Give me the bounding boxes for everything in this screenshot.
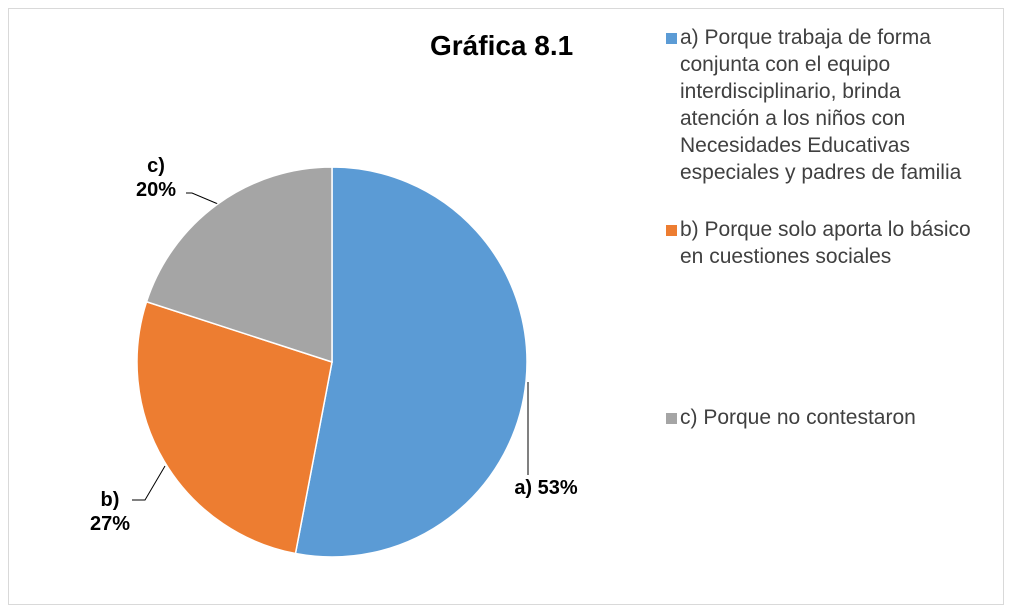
pie-slice (294, 166, 528, 558)
legend-swatch (666, 33, 677, 44)
leader-line (132, 465, 166, 501)
legend-swatch (666, 413, 677, 424)
data-label: b) 27% (89, 489, 131, 535)
pie-slice (136, 300, 333, 555)
legend-label: b) Porque solo aporta lo básico en cuest… (680, 218, 971, 268)
legend-label: a) Porque trabaja de forma conjunta con … (680, 26, 962, 184)
pie-slice (145, 166, 333, 364)
legend-label: c) Porque no contestaron (680, 406, 916, 429)
chart-title: Gráfica 8.1 (430, 30, 574, 61)
data-label: a) 53% (514, 477, 578, 499)
data-label: c) 20% (135, 155, 177, 201)
leader-line (186, 192, 219, 205)
legend-swatch (666, 225, 677, 236)
